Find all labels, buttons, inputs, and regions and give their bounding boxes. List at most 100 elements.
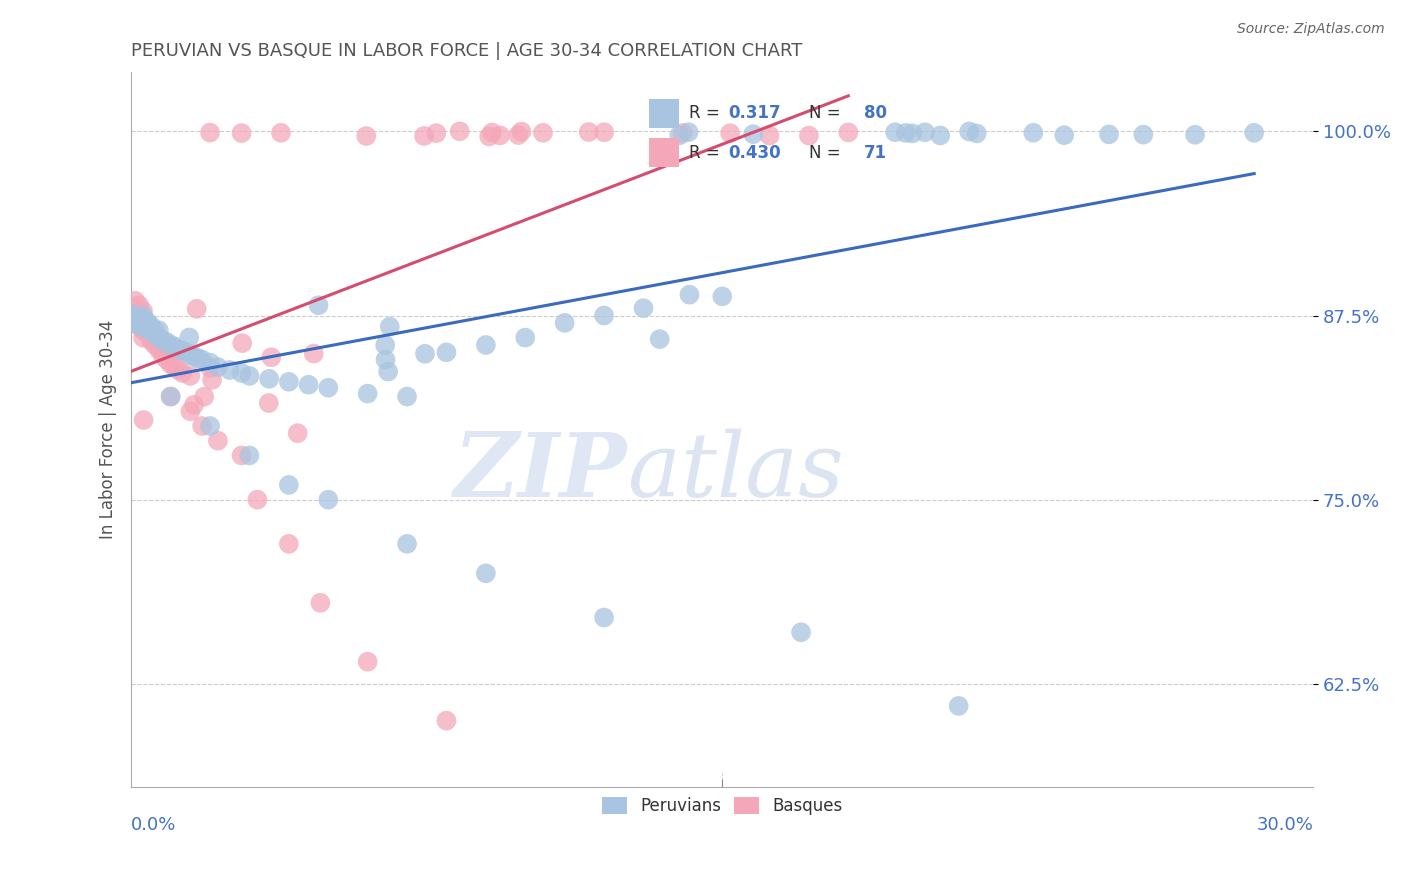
Point <box>475 338 498 352</box>
Point <box>132 323 155 337</box>
Point <box>128 298 150 312</box>
Point <box>231 366 253 380</box>
Point <box>287 426 309 441</box>
Point <box>231 336 253 351</box>
Point <box>207 360 229 375</box>
Point <box>132 309 155 323</box>
Point <box>837 125 859 139</box>
Point <box>198 356 221 370</box>
Point <box>128 309 150 323</box>
Point <box>201 373 224 387</box>
Point <box>758 128 780 143</box>
Point <box>668 128 690 143</box>
Point <box>593 125 616 139</box>
Point <box>378 319 401 334</box>
Text: Source: ZipAtlas.com: Source: ZipAtlas.com <box>1237 22 1385 37</box>
Point <box>132 330 155 344</box>
Point <box>159 390 181 404</box>
Point <box>231 449 253 463</box>
Point <box>914 125 936 139</box>
Point <box>124 313 146 327</box>
Point <box>449 124 471 138</box>
Point <box>270 126 292 140</box>
Point <box>238 368 260 383</box>
Point <box>356 128 378 143</box>
Point <box>316 492 339 507</box>
Point <box>143 323 166 337</box>
Point <box>742 127 765 141</box>
Point <box>396 390 419 404</box>
Point <box>207 434 229 448</box>
Point <box>1098 128 1121 142</box>
Point <box>374 338 396 352</box>
Point <box>179 348 201 362</box>
Point <box>1053 128 1076 143</box>
Point <box>198 126 221 140</box>
Point <box>124 301 146 315</box>
Point <box>139 325 162 339</box>
Point <box>148 323 170 337</box>
Point <box>246 492 269 507</box>
Point <box>554 316 576 330</box>
Point <box>152 334 174 348</box>
Point <box>489 128 512 143</box>
Legend: Peruvians, Basques: Peruvians, Basques <box>595 790 849 822</box>
Point <box>132 318 155 332</box>
Point <box>515 330 537 344</box>
Point <box>152 338 174 352</box>
Point <box>124 293 146 308</box>
Point <box>183 398 205 412</box>
Point <box>1184 128 1206 142</box>
Point <box>901 127 924 141</box>
Point <box>136 314 159 328</box>
Point <box>894 126 917 140</box>
Point <box>132 313 155 327</box>
Point <box>238 449 260 463</box>
Point <box>508 128 530 142</box>
Point <box>191 352 214 367</box>
Point <box>356 655 378 669</box>
Point <box>678 287 700 301</box>
Point <box>124 310 146 324</box>
Point <box>132 413 155 427</box>
Point <box>718 126 741 140</box>
Point <box>148 334 170 348</box>
Point <box>1243 126 1265 140</box>
Point <box>966 127 988 141</box>
Point <box>218 363 240 377</box>
Point <box>593 309 616 323</box>
Point <box>159 390 181 404</box>
Y-axis label: In Labor Force | Age 30-34: In Labor Force | Age 30-34 <box>100 320 117 540</box>
Point <box>302 346 325 360</box>
Point <box>929 128 952 143</box>
Point <box>297 377 319 392</box>
Point <box>957 124 980 138</box>
Point <box>475 566 498 581</box>
Point <box>316 381 339 395</box>
Point <box>648 332 671 346</box>
Point <box>510 124 533 138</box>
Point <box>478 129 501 144</box>
Point <box>124 313 146 327</box>
Point <box>143 327 166 342</box>
Point <box>200 361 222 376</box>
Point <box>120 307 142 321</box>
Point <box>172 366 194 380</box>
Point <box>633 301 655 315</box>
Point <box>139 318 162 333</box>
Point <box>198 419 221 434</box>
Point <box>136 322 159 336</box>
Point <box>711 289 734 303</box>
Point <box>436 714 458 728</box>
Point <box>1132 128 1154 142</box>
Point <box>139 334 162 348</box>
Point <box>257 372 280 386</box>
Point <box>163 360 186 375</box>
Point <box>136 326 159 341</box>
Point <box>948 698 970 713</box>
Point <box>179 368 201 383</box>
Point <box>167 363 190 377</box>
Point <box>425 126 447 140</box>
Point <box>156 334 179 349</box>
Point <box>139 323 162 337</box>
